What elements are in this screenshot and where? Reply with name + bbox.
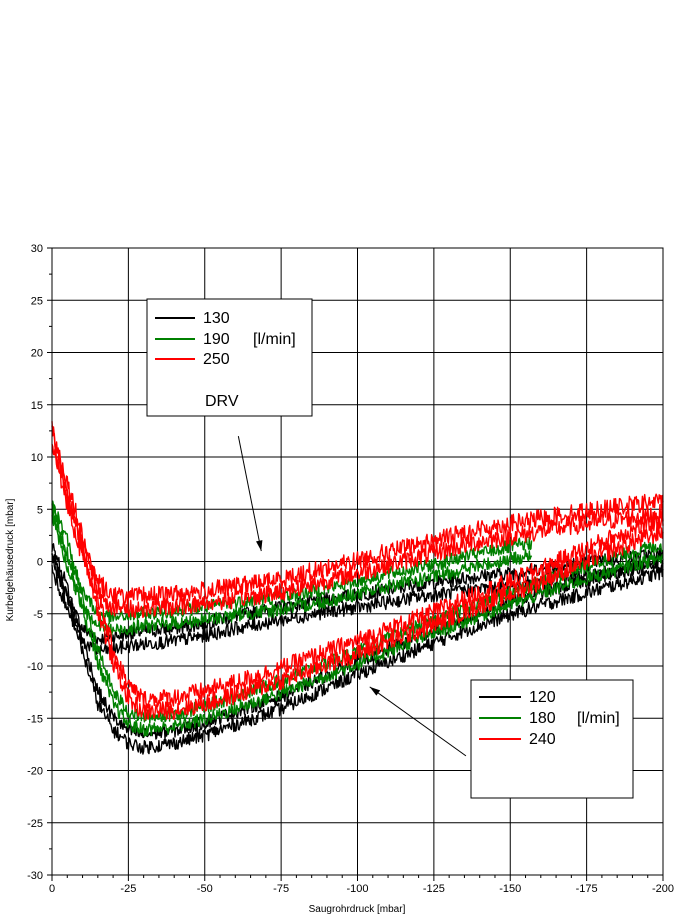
- y-tick-label: -15: [27, 713, 43, 725]
- legend-drv-unit: [l/min]: [253, 331, 296, 348]
- x-tick-label: -200: [652, 883, 674, 895]
- y-tick-label: -20: [27, 766, 43, 778]
- y-tick-label: 10: [31, 452, 43, 464]
- legend-drv: 130 190 250 [l/min] DRV: [146, 298, 313, 417]
- y-tick-label: 25: [31, 295, 43, 307]
- y-tick-label: 20: [31, 348, 43, 360]
- x-tick-label: 0: [49, 883, 55, 895]
- x-tick-label: -75: [273, 883, 289, 895]
- y-tick-label: 0: [37, 557, 43, 569]
- legend-flow-label-1: 180: [529, 710, 556, 727]
- annotation-arrowhead-1: [369, 686, 381, 696]
- series-line-2: [51, 448, 664, 619]
- series-line-1: [51, 511, 533, 636]
- x-axis-title: Saugrohrdruck [mbar]: [309, 904, 406, 915]
- series-line-5: [51, 443, 664, 721]
- y-tick-label: 30: [31, 243, 43, 255]
- y-axis-title: Kurbelgehäusedruck [mbar]: [5, 498, 16, 621]
- legend-flow-label-2: 240: [529, 731, 556, 748]
- legend-flow-label-0: 120: [529, 689, 556, 706]
- annotation-arrow-0: [237, 436, 262, 552]
- series-line-2: [51, 421, 664, 607]
- y-tick-label: -5: [33, 609, 43, 621]
- x-tick-label: -175: [576, 883, 598, 895]
- x-tick-label: -125: [423, 883, 445, 895]
- legend-drv-label-1: 190: [203, 331, 230, 348]
- y-tick-label: 15: [31, 400, 43, 412]
- series-line-3: [51, 543, 664, 740]
- series-line-5: [51, 425, 664, 709]
- annotation-arrowhead-0: [256, 540, 263, 552]
- x-tick-label: -25: [120, 883, 136, 895]
- y-tick-label: -30: [27, 870, 43, 882]
- x-tick-label: -150: [499, 883, 521, 895]
- axis-ticks: 0 -25 -50 -75 -100 -125 -150 -175 -2003025201510…: [27, 243, 674, 895]
- x-tick-label: -100: [346, 883, 368, 895]
- annotation-arrow-1: [369, 686, 467, 757]
- annotation-arrows: [237, 436, 467, 757]
- x-tick-label: -50: [197, 883, 213, 895]
- y-tick-label: -25: [27, 818, 43, 830]
- y-tick-label: 5: [37, 504, 43, 516]
- series-group: [51, 421, 664, 755]
- legend-drv-note: DRV: [205, 393, 239, 410]
- y-tick-label: -10: [27, 661, 43, 673]
- legend-flow: 120 180 240 [l/min]: [470, 679, 634, 799]
- series-line-3: [51, 553, 664, 755]
- legend-flow-unit: [l/min]: [577, 710, 620, 727]
- legend-drv-label-2: 250: [203, 351, 230, 368]
- legend-drv-label-0: 130: [203, 310, 230, 327]
- series-line-4: [51, 509, 664, 737]
